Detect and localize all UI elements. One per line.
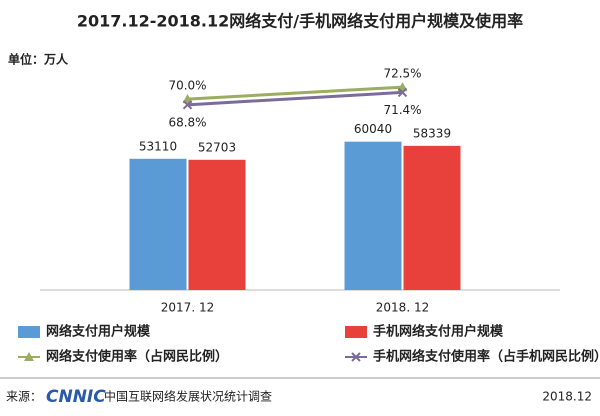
chart-title: 2017.12-2018.12网络支付/手机网络支付用户规模及使用率 bbox=[77, 12, 523, 31]
legend-label: 手机网络支付用户规模 bbox=[373, 324, 504, 340]
bar-value-label: 52703 bbox=[198, 140, 236, 154]
x-tick-label: 2017. 12 bbox=[161, 301, 214, 315]
line bbox=[187, 90, 403, 107]
line-value-label: 70.0% bbox=[168, 79, 206, 93]
source-date: 2018.12 bbox=[542, 390, 592, 404]
line-value-label: 71.4% bbox=[383, 103, 421, 117]
bar bbox=[344, 141, 402, 290]
source-label: 来源： bbox=[6, 390, 42, 404]
line-marker bbox=[397, 87, 408, 98]
x-tick-label: 2018. 12 bbox=[376, 301, 429, 315]
legend-swatch bbox=[345, 326, 367, 338]
legend-label: 网络支付使用率（占网民比例） bbox=[46, 349, 228, 365]
line-marker bbox=[182, 94, 193, 104]
line bbox=[187, 85, 403, 101]
bar-value-label: 60040 bbox=[354, 122, 392, 136]
line-marker bbox=[182, 100, 193, 110]
legend-label: 网络支付用户规模 bbox=[46, 324, 151, 340]
bar bbox=[188, 159, 246, 290]
bar bbox=[403, 145, 461, 290]
line-value-label: 72.5% bbox=[383, 67, 421, 81]
line-marker bbox=[351, 352, 361, 362]
bar-value-label: 53110 bbox=[139, 139, 177, 153]
source-logo: CNNIC bbox=[46, 387, 106, 407]
unit-label: 单位：万人 bbox=[8, 52, 69, 67]
bar bbox=[129, 158, 187, 290]
source-text: 中国互联网络发展状况统计调查 bbox=[104, 389, 272, 404]
legend-swatch bbox=[18, 326, 40, 338]
line-marker bbox=[24, 352, 34, 361]
legend-label: 手机网络支付使用率（占手机网民比例） bbox=[373, 349, 600, 365]
line-value-label: 68.8% bbox=[168, 115, 206, 129]
bar-value-label: 58339 bbox=[413, 126, 451, 140]
